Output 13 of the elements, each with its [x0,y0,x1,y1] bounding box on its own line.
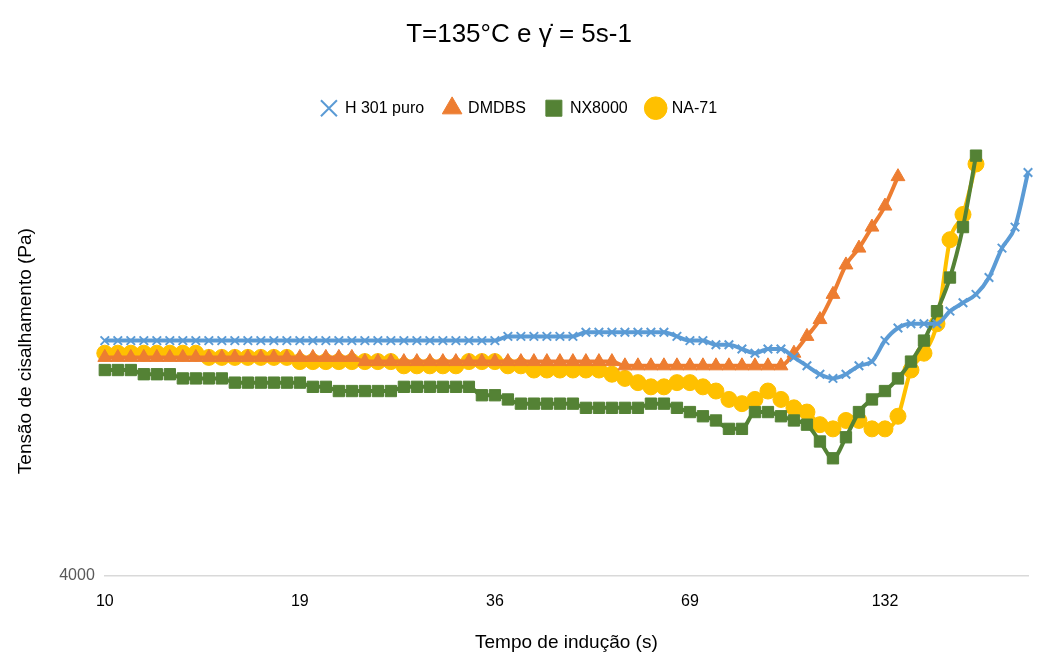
y-axis-title: Tensão de cisalhamento (Pa) [13,228,35,475]
x-tick-label: 69 [681,592,699,610]
text: 4000 [59,566,95,584]
legend-label: DMDBS [468,98,526,116]
x-tick-label: 36 [485,592,504,610]
legend-label: NX8000 [569,98,628,116]
legend-label: NA-71 [671,98,718,116]
x-tick-label: 19 [290,592,309,610]
legend-label: H 301 puro [344,98,425,116]
x-tick-label: 10 [95,592,114,610]
chart-title: T=135°C e γ̇ = 5s-1 [406,17,632,48]
x-tick-label: 132 [871,592,899,610]
x-axis-title: Tempo de indução (s) [475,630,658,652]
